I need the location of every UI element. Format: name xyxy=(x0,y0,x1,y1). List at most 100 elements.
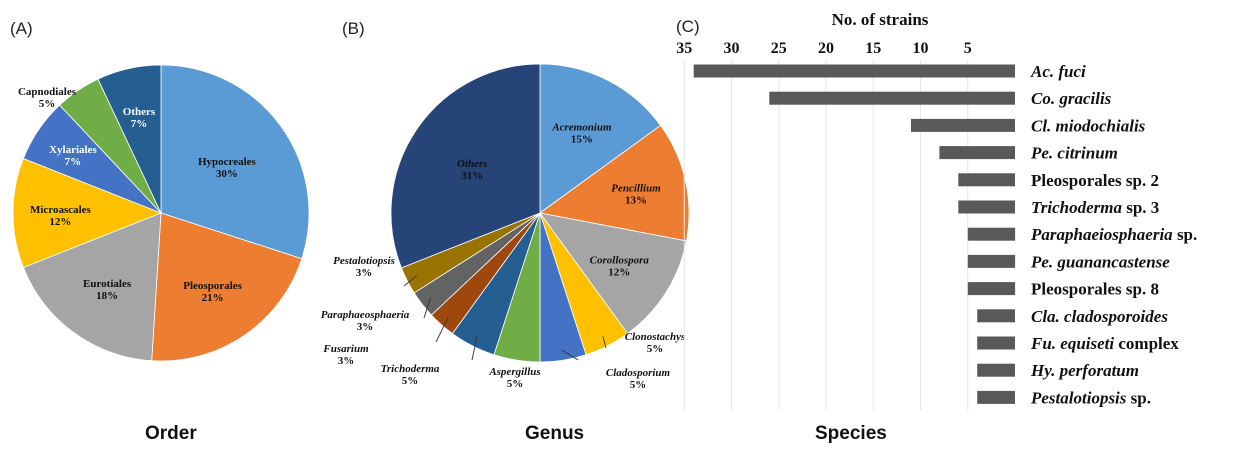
species-label-6-part-1: sp. xyxy=(1173,225,1198,244)
bar-6 xyxy=(967,227,1016,241)
species-label-9-part-0: Cla. cladosporoides xyxy=(1031,307,1168,326)
genus-footer: Genus xyxy=(525,423,585,444)
slice-category-clonostachys: Clonostachys xyxy=(625,331,686,343)
species-label-12-part-1: sp. xyxy=(1126,388,1151,407)
slice-category-eurotiales: Eurotiales xyxy=(83,278,132,290)
species-label-0: Ac. fuci xyxy=(1030,62,1086,81)
slice-category-others: Others xyxy=(457,158,488,170)
slice-percent-fusarium: 3% xyxy=(338,355,355,367)
species-label-12: Pestalotiopsis sp. xyxy=(1030,388,1151,407)
bar-1 xyxy=(769,91,1015,105)
slice-pencillium xyxy=(539,124,690,242)
panel-b-label: (B) xyxy=(342,19,365,38)
slice-percent-capnodiales: 5% xyxy=(39,98,56,110)
slice-label-others: Others 31% xyxy=(457,158,488,182)
slice-percent-hypocreales: 30% xyxy=(216,168,238,180)
slice-category-aspergillus: Aspergillus xyxy=(488,366,540,378)
bar-5 xyxy=(958,200,1015,214)
slice-percent-others: 7% xyxy=(131,118,148,130)
species-label-11-part-0: Hy. perforatum xyxy=(1030,361,1139,380)
slice-eurotiales xyxy=(22,212,162,362)
bar-0 xyxy=(693,64,1015,78)
species-footer: Species xyxy=(815,423,887,444)
slice-hypocreales xyxy=(160,64,310,260)
species-label-11: Hy. perforatum xyxy=(1030,361,1139,380)
slice-percent-pleosporales: 21% xyxy=(202,292,224,304)
leader-fusarium xyxy=(435,316,449,343)
order-footer: Order xyxy=(145,423,197,444)
slice-label-corollospora: Corollospora 12% xyxy=(590,254,650,278)
x-tick-label-5: 5 xyxy=(964,40,972,57)
species-label-5-part-0: Trichoderma xyxy=(1031,198,1122,217)
slice-label-trichoderma: Trichoderma 5% xyxy=(381,363,440,387)
slice-percent-acremonium: 15% xyxy=(571,134,593,146)
panel-c-label: (C) xyxy=(676,17,700,36)
slice-percent-microascales: 12% xyxy=(49,216,71,228)
bar-7 xyxy=(967,254,1016,268)
slice-label-pleosporales: Pleosporales 21% xyxy=(183,280,242,304)
slice-percent-clonostachys: 5% xyxy=(647,343,664,355)
slice-category-capnodiales: Capnodiales xyxy=(18,86,77,98)
panel-a-label: (A) xyxy=(10,19,33,38)
slice-label-others: Others 7% xyxy=(123,106,156,130)
leader-cladosporium xyxy=(561,349,579,361)
species-label-2-part-0: Cl. miodochialis xyxy=(1031,116,1146,135)
species-label-0-part-0: Ac. fuci xyxy=(1030,62,1086,81)
slice-corollospora xyxy=(539,212,687,335)
slice-category-fusarium: Fusarium xyxy=(322,343,369,355)
slice-percent-eurotiales: 18% xyxy=(96,290,118,302)
slice-category-acremonium: Acremonium xyxy=(551,122,612,134)
x-tick-label-20: 20 xyxy=(818,40,834,57)
leader-clonostachys xyxy=(602,336,607,349)
species-label-5: Trichoderma sp. 3 xyxy=(1031,198,1159,217)
species-label-10: Fu. equiseti complex xyxy=(1030,334,1179,353)
species-label-1-part-0: Co. gracilis xyxy=(1031,89,1112,108)
x-tick-label-35: 35 xyxy=(676,40,692,57)
slice-label-microascales: Microascales 12% xyxy=(30,204,92,228)
slice-label-pencillium: Pencillium 13% xyxy=(611,183,661,207)
slice-category-pencillium: Pencillium xyxy=(611,183,661,195)
species-label-5-part-1: sp. 3 xyxy=(1122,198,1159,217)
x-tick-label-10: 10 xyxy=(913,40,929,57)
bar-12 xyxy=(977,390,1015,404)
species-label-2: Cl. miodochialis xyxy=(1031,116,1146,135)
slice-label-paraphaeosphaeria: Paraphaeosphaeria 3% xyxy=(321,309,410,333)
species-label-3-part-0: Pe. citrinum xyxy=(1030,144,1118,163)
species-label-10-part-0: Fu. equiseti xyxy=(1030,334,1114,353)
slice-acremonium xyxy=(539,63,662,214)
species-label-3: Pe. citrinum xyxy=(1030,144,1118,163)
species-label-6-part-0: Paraphaeiosphaeria xyxy=(1030,225,1173,244)
species-label-12-part-0: Pestalotiopsis xyxy=(1030,388,1127,407)
slice-category-pleosporales: Pleosporales xyxy=(183,280,242,292)
slice-percent-others: 31% xyxy=(461,170,483,182)
slice-category-cladosporium: Cladosporium xyxy=(606,367,671,379)
bar-3 xyxy=(939,146,1015,160)
species-label-7: Pe. guanancastense xyxy=(1030,252,1170,271)
species-label-1: Co. gracilis xyxy=(1031,89,1112,108)
species-label-10-part-1: complex xyxy=(1114,334,1179,353)
slice-category-corollospora: Corollospora xyxy=(590,254,650,266)
species-bar-chart: No. of strains 35 30 25 20 15 10 5 Ac. fuci Co. g… xyxy=(676,10,1197,410)
slice-label-clonostachys: Clonostachys 5% xyxy=(625,331,686,355)
slice-category-trichoderma: Trichoderma xyxy=(381,363,440,375)
slice-label-hypocreales: Hypocreales 30% xyxy=(198,156,257,180)
pie-chart-genus: Acremonium 15% Pencillium 13% Corollospora 12… xyxy=(321,63,690,391)
slice-percent-cladosporium: 5% xyxy=(630,379,647,391)
slice-pleosporales xyxy=(151,212,303,362)
bar-8 xyxy=(967,282,1016,296)
slice-category-hypocreales: Hypocreales xyxy=(198,156,257,168)
bar-9 xyxy=(977,309,1015,323)
species-label-9: Cla. cladosporoides xyxy=(1031,307,1168,326)
bar-11 xyxy=(977,363,1015,377)
slice-label-aspergillus: Aspergillus 5% xyxy=(488,366,540,390)
slice-percent-trichoderma: 5% xyxy=(402,375,419,387)
x-axis-title: No. of strains xyxy=(832,10,929,29)
slice-category-paraphaeosphaeria: Paraphaeosphaeria xyxy=(321,309,410,321)
species-label-8: Pleosporales sp. 8 xyxy=(1031,280,1159,299)
slice-label-xylariales: Xylariales 7% xyxy=(49,144,97,168)
slice-percent-corollospora: 12% xyxy=(608,266,630,278)
x-tick-label-15: 15 xyxy=(865,40,881,57)
species-label-8-part-0: Pleosporales sp. 8 xyxy=(1031,280,1159,299)
pie-chart-order: Hypocreales 30%Pleosporales 21%Eurotiales 1… xyxy=(12,64,310,362)
